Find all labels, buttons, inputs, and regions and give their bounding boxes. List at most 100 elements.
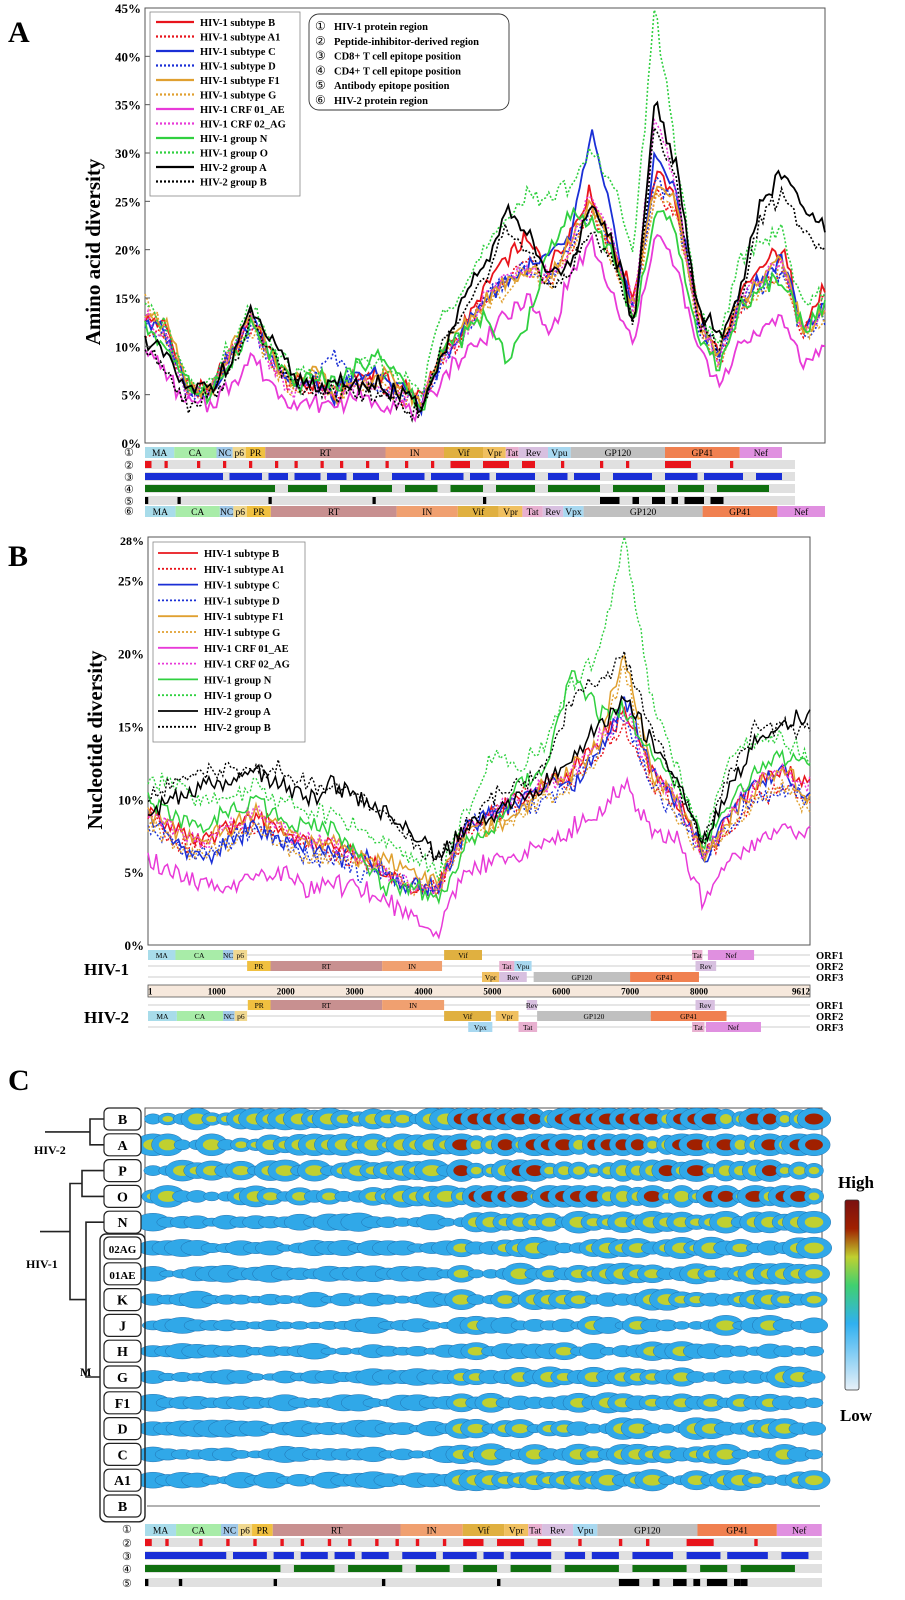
- gene-label: MA: [156, 1012, 169, 1021]
- y-tick-label: 35%: [115, 98, 141, 113]
- gene-label: GP41: [680, 1012, 697, 1021]
- x-tick-label: 6000: [552, 987, 571, 997]
- track-number: ④: [124, 484, 134, 496]
- key-number: ④: [315, 63, 326, 77]
- chart-a-series-lines: [144, 9, 826, 423]
- row-label-o: O: [117, 1190, 128, 1205]
- hiv1-region-gp120: [570, 447, 665, 458]
- legend-entry-hiv-1-subtype-c: HIV-1 subtype C: [204, 581, 280, 592]
- epitope-segment: [463, 1565, 498, 1572]
- hiv1-region-vif: [444, 447, 483, 458]
- legend-box: [149, 11, 301, 197]
- panel-a: 0% 5% 10% 15% 20% 25% 30% 35% 40% 45% Amino acid …: [81, 1, 826, 518]
- row-label-c: C: [117, 1448, 127, 1463]
- gene-rt: [270, 961, 383, 971]
- epitope-segment: [652, 497, 665, 504]
- heatmap-blob: [246, 1373, 265, 1381]
- heatmap-hotspot: [761, 1165, 779, 1177]
- epitope-segment: [613, 485, 665, 492]
- hiv1-region-pr: [245, 447, 266, 458]
- y-tick-label: 10%: [118, 792, 144, 807]
- hiv2-region-label: NC: [220, 508, 233, 518]
- y-tick-label: 0%: [122, 436, 142, 451]
- hiv1-region-label: Vpu: [577, 1527, 594, 1537]
- hiv2-region-ca: [175, 506, 220, 517]
- hiv1-region-gp41: [697, 1524, 777, 1536]
- epitope-segment: [537, 1539, 552, 1546]
- panel-b: 0% 5% 10% 15% 20% 25% 28% Nucleotide diversity…: [83, 534, 843, 1034]
- gene-pr: [247, 1000, 271, 1010]
- epitope-segment: [381, 1579, 386, 1586]
- legend-entry-hiv-1-subtype-b: HIV-1 subtype B: [204, 549, 279, 560]
- hiv1-region-label: GP120: [634, 1527, 661, 1537]
- chart-b-legend: HIV-1 subtype B HIV-1 subtype A1 HIV-1 sub…: [152, 541, 306, 743]
- heatmap-hotspot: [616, 1190, 631, 1202]
- heatmap-hotspot: [558, 1166, 571, 1176]
- x-tick-label: 3000: [346, 987, 365, 997]
- epitope-segment: [483, 461, 509, 468]
- heatmap-hotspot: [732, 1243, 749, 1253]
- epitope-segment: [693, 1579, 701, 1586]
- epitope-segment: [145, 1539, 152, 1546]
- heatmap-blob: [804, 1397, 824, 1408]
- heatmap-hotspot: [497, 1295, 514, 1305]
- heatmap-hotspot: [525, 1449, 544, 1460]
- key-number: ⑤: [315, 78, 326, 92]
- legend-entry-hiv-2-group-b: HIV-2 group B: [204, 723, 271, 734]
- epitope-segment: [704, 473, 743, 480]
- heatmap-hotspot: [716, 1449, 736, 1460]
- heatmap-hotspot: [775, 1423, 794, 1434]
- x-tick-label: 1: [148, 987, 153, 997]
- key-number: ①: [315, 19, 326, 33]
- row-label-box: [103, 1287, 142, 1312]
- gene-gp120: [537, 1011, 651, 1021]
- heatmap-hotspot: [570, 1295, 588, 1304]
- epitope-segment: [626, 461, 630, 468]
- gene-gp41: [650, 1011, 727, 1021]
- hiv2-region-in: [396, 506, 458, 517]
- group-label-hiv-2: HIV-2: [84, 1008, 129, 1027]
- panel-letter-b: B: [8, 540, 28, 573]
- gene-label: PR: [255, 1001, 264, 1010]
- epitope-segment: [405, 485, 438, 492]
- hiv1-region-label: Rev: [526, 449, 542, 459]
- epitope-segment: [385, 461, 389, 468]
- hiv2-region-label: MA: [153, 508, 168, 518]
- heatmap-hotspot: [717, 1190, 734, 1202]
- epitope-segment: [233, 1552, 267, 1559]
- epitope-segment: [678, 485, 704, 492]
- hiv1-region-label: PR: [250, 449, 262, 459]
- heatmap-hotspot: [804, 1113, 824, 1125]
- gene-label: Vif: [463, 1012, 473, 1021]
- heatmap-hotspot: [808, 1166, 820, 1175]
- gene-label: IN: [409, 1001, 417, 1010]
- epitope-segment: [470, 473, 490, 480]
- gene-vpu: [514, 961, 532, 971]
- hiv1-region-in: [400, 1524, 463, 1536]
- epitope-segment: [199, 1539, 203, 1546]
- heatmap-hotspot: [162, 1115, 173, 1123]
- gene-rt: [270, 1000, 383, 1010]
- legend-entry-hiv-1-subtype-a1: HIV-1 subtype A1: [204, 565, 284, 576]
- epitope-segment: [334, 1552, 355, 1559]
- hiv1-region-label: CA: [189, 449, 202, 459]
- track-number: ①: [124, 447, 134, 459]
- orf-label: ORF3: [816, 973, 843, 984]
- y-tick-label: 5%: [122, 388, 142, 403]
- gene-label: p6: [236, 951, 244, 960]
- epitope-segment: [145, 1552, 227, 1559]
- epitope-segment: [249, 461, 253, 468]
- epitope-segment: [145, 473, 223, 480]
- heatmap-hotspot: [188, 1113, 206, 1125]
- hiv1-region-rt: [265, 447, 386, 458]
- hiv1-region-label: MA: [153, 1527, 168, 1537]
- coordinate-ruler: [147, 984, 811, 998]
- tree-label-m: M: [80, 1365, 91, 1379]
- epitope-segment: [226, 1539, 230, 1546]
- track-number: ⑥: [124, 506, 134, 518]
- series-line-hiv-1-crf-02-ag: [144, 117, 826, 412]
- gene-ma: [148, 1011, 177, 1021]
- y-tick-label-top: 28%: [120, 534, 144, 548]
- legend-entry-hiv-2-group-b: HIV-2 group B: [200, 178, 267, 189]
